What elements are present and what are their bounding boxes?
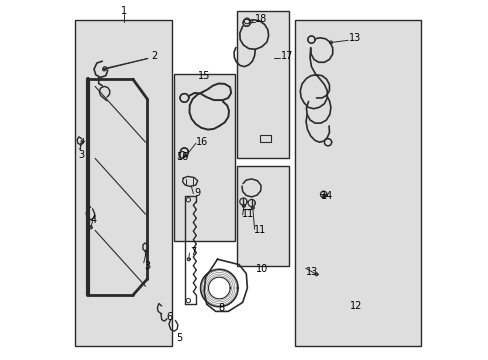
Bar — [75, 20, 172, 346]
Text: 12: 12 — [349, 301, 362, 311]
Text: 17: 17 — [280, 51, 292, 61]
Polygon shape — [307, 36, 314, 43]
Text: 7: 7 — [189, 247, 196, 257]
Text: 8: 8 — [218, 303, 224, 313]
Bar — [260, 135, 270, 142]
Text: 3: 3 — [78, 150, 84, 160]
Text: 16: 16 — [196, 137, 208, 147]
Text: 13: 13 — [305, 267, 317, 277]
Polygon shape — [324, 139, 331, 146]
Text: 18: 18 — [255, 14, 267, 24]
Bar — [237, 166, 289, 266]
Bar — [237, 11, 289, 158]
Text: 15: 15 — [198, 71, 210, 81]
Polygon shape — [179, 152, 185, 158]
Text: 9: 9 — [194, 188, 200, 198]
Text: 14: 14 — [320, 191, 332, 201]
Text: 11: 11 — [254, 225, 266, 235]
Text: 16: 16 — [177, 152, 189, 162]
Text: 2: 2 — [151, 51, 157, 61]
Bar — [174, 74, 235, 241]
Text: 5: 5 — [176, 333, 182, 343]
Text: 4: 4 — [90, 215, 96, 225]
Text: 10: 10 — [256, 264, 268, 274]
Text: 6: 6 — [166, 312, 172, 322]
Polygon shape — [243, 19, 250, 26]
Text: 1: 1 — [121, 6, 127, 16]
Polygon shape — [180, 94, 188, 102]
Bar — [294, 20, 420, 346]
Polygon shape — [180, 148, 188, 156]
Text: 11: 11 — [241, 209, 253, 219]
Text: 3: 3 — [144, 261, 150, 271]
Text: 13: 13 — [348, 33, 361, 43]
